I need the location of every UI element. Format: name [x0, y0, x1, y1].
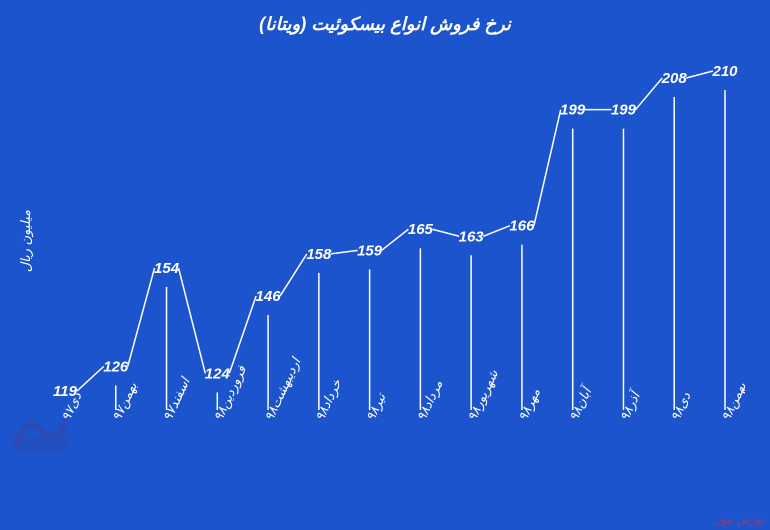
x-axis-label: آذر۹۸	[616, 386, 646, 424]
value-label: 159	[357, 242, 383, 259]
chart-plot: 119دی۹۷126بهمن۹۷154اسفند۹۷124فروردین۹۸14…	[45, 60, 745, 470]
value-label: 146	[256, 288, 282, 305]
connector-segment	[635, 78, 662, 110]
value-label: 165	[408, 221, 434, 238]
value-label: 199	[560, 102, 586, 119]
x-axis-label: بهمن۹۸	[718, 379, 745, 423]
value-label: 154	[154, 260, 180, 277]
chart-title: نرخ فروش انواع بیسکوئیت (ویتانا)	[0, 14, 770, 35]
y-axis-label: میلیون ریال	[18, 210, 33, 272]
x-axis-label: شهریور۹۸	[464, 366, 502, 423]
connector-segment	[331, 250, 358, 254]
x-axis-label: اسفند۹۷	[160, 374, 194, 423]
value-label: 210	[711, 63, 738, 80]
connector-segment	[179, 268, 206, 373]
value-label: 208	[661, 70, 688, 87]
value-label: 124	[205, 365, 231, 382]
connector-segment	[77, 366, 104, 391]
connector-segment	[432, 229, 459, 236]
x-axis-label: خرداد۹۸	[312, 376, 346, 424]
value-label: 199	[611, 102, 637, 119]
connector-segment	[382, 229, 409, 250]
value-label: 126	[103, 358, 129, 375]
connector-segment	[483, 226, 510, 237]
connector-segment	[280, 254, 307, 296]
x-axis-label: مهر۹۸	[515, 386, 544, 424]
connector-segment	[229, 296, 256, 373]
connector-segment	[128, 268, 155, 366]
x-axis-label: آبان۹۸	[565, 381, 596, 423]
x-axis-label: تیر۹۸	[363, 390, 390, 424]
value-label: 158	[306, 246, 332, 263]
connector-segment	[686, 71, 713, 78]
value-label: 166	[509, 218, 535, 235]
x-axis-label: دی۹۸	[667, 390, 693, 424]
watermark-logo	[6, 405, 76, 460]
x-axis-label: مرداد۹۸	[414, 378, 447, 424]
x-axis-label: بهمن۹۷	[109, 379, 141, 423]
watermark-text: بورس نیوز	[716, 513, 764, 526]
value-label: 163	[459, 228, 485, 245]
connector-segment	[534, 110, 561, 226]
